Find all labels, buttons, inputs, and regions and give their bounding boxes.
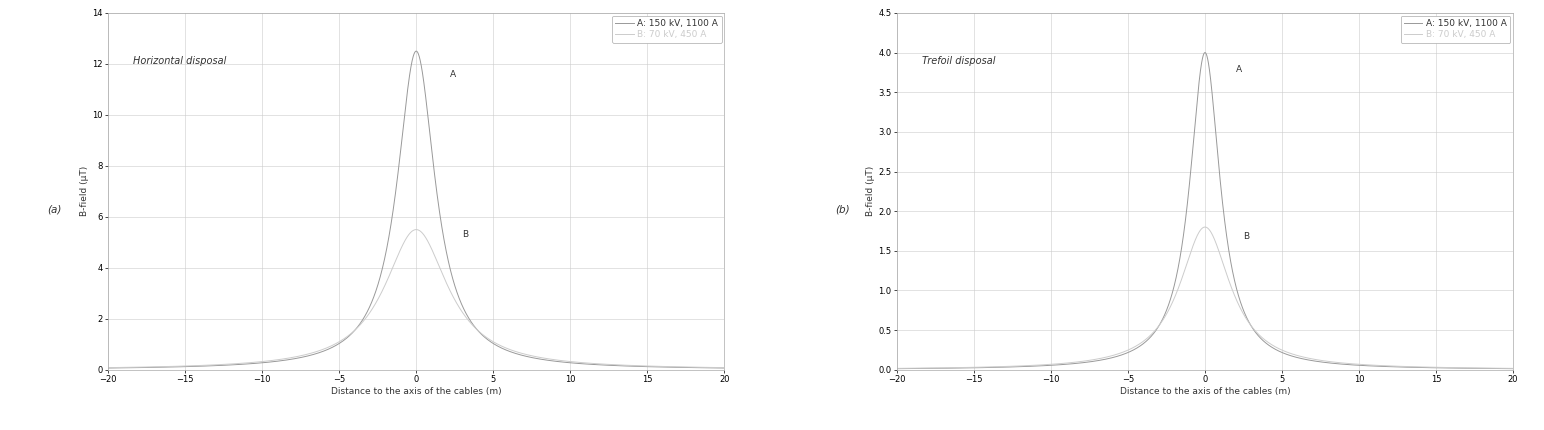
B: 70 kV, 450 A: (18.8, 0.0958): 70 kV, 450 A: (18.8, 0.0958) [696, 365, 715, 370]
Line: A: 150 kV, 1100 A: A: 150 kV, 1100 A [108, 51, 724, 368]
B: 70 kV, 450 A: (-0.995, 4.75): 70 kV, 450 A: (-0.995, 4.75) [392, 246, 411, 252]
X-axis label: Distance to the axis of the cables (m): Distance to the axis of the cables (m) [330, 387, 502, 396]
A: 150 kV, 1100 A: (-0.005, 4): 150 kV, 1100 A: (-0.005, 4) [1195, 50, 1214, 55]
A: 150 kV, 1100 A: (-2.88, 2.67): 150 kV, 1100 A: (-2.88, 2.67) [363, 299, 381, 304]
A: 150 kV, 1100 A: (-3.2, 0.494): 150 kV, 1100 A: (-3.2, 0.494) [1147, 328, 1166, 333]
Text: (a): (a) [46, 204, 62, 214]
Y-axis label: B-field (μT): B-field (μT) [80, 166, 90, 216]
Text: Horizontal disposal: Horizontal disposal [133, 56, 225, 66]
B: 70 kV, 450 A: (-2.88, 0.587): 70 kV, 450 A: (-2.88, 0.587) [1152, 321, 1170, 326]
Line: B: 70 kV, 450 A: B: 70 kV, 450 A [108, 230, 724, 368]
Text: A: A [1235, 65, 1241, 74]
A: 150 kV, 1100 A: (9.07, 0.333): 150 kV, 1100 A: (9.07, 0.333) [547, 359, 565, 364]
Text: A: A [451, 70, 455, 79]
B: 70 kV, 450 A: (-2.88, 2.37): 70 kV, 450 A: (-2.88, 2.37) [363, 307, 381, 312]
Text: B: B [462, 230, 468, 239]
B: 70 kV, 450 A: (16.8, 0.119): 70 kV, 450 A: (16.8, 0.119) [665, 364, 684, 369]
X-axis label: Distance to the axis of the cables (m): Distance to the axis of the cables (m) [1119, 387, 1291, 396]
A: 150 kV, 1100 A: (16.8, 0.099): 150 kV, 1100 A: (16.8, 0.099) [665, 365, 684, 370]
B: 70 kV, 450 A: (-20, 0.0846): 70 kV, 450 A: (-20, 0.0846) [99, 365, 117, 370]
Y-axis label: B-field (μT): B-field (μT) [866, 166, 875, 216]
B: 70 kV, 450 A: (20, 0.0178): 70 kV, 450 A: (20, 0.0178) [1504, 366, 1522, 371]
B: 70 kV, 450 A: (-3.2, 0.507): 70 kV, 450 A: (-3.2, 0.507) [1147, 327, 1166, 332]
B: 70 kV, 450 A: (9.07, 0.389): 70 kV, 450 A: (9.07, 0.389) [547, 357, 565, 362]
Text: Trefoil disposal: Trefoil disposal [922, 56, 994, 66]
A: 150 kV, 1100 A: (-20, 0.0699): 150 kV, 1100 A: (-20, 0.0699) [99, 366, 117, 371]
A: 150 kV, 1100 A: (-0.995, 8.68): 150 kV, 1100 A: (-0.995, 8.68) [392, 146, 411, 151]
B: 70 kV, 450 A: (-3.2, 2.09): 70 kV, 450 A: (-3.2, 2.09) [358, 314, 377, 319]
Line: A: 150 kV, 1100 A: A: 150 kV, 1100 A [897, 52, 1513, 369]
B: 70 kV, 450 A: (-0.005, 1.8): 70 kV, 450 A: (-0.005, 1.8) [1195, 224, 1214, 230]
A: 150 kV, 1100 A: (-3.2, 2.26): 150 kV, 1100 A: (-3.2, 2.26) [358, 310, 377, 315]
A: 150 kV, 1100 A: (18.8, 0.0792): 150 kV, 1100 A: (18.8, 0.0792) [696, 365, 715, 370]
B: 70 kV, 450 A: (16.8, 0.0252): 70 kV, 450 A: (16.8, 0.0252) [1454, 365, 1473, 370]
Text: B: B [1243, 232, 1249, 241]
B: 70 kV, 450 A: (-0.005, 5.5): 70 kV, 450 A: (-0.005, 5.5) [408, 227, 426, 232]
A: 150 kV, 1100 A: (20, 0.0143): 150 kV, 1100 A: (20, 0.0143) [1504, 366, 1522, 371]
A: 150 kV, 1100 A: (-2.88, 0.593): 150 kV, 1100 A: (-2.88, 0.593) [1152, 320, 1170, 326]
B: 70 kV, 450 A: (-0.995, 1.44): 70 kV, 450 A: (-0.995, 1.44) [1181, 253, 1200, 258]
A: 150 kV, 1100 A: (18.8, 0.0163): 150 kV, 1100 A: (18.8, 0.0163) [1485, 366, 1504, 371]
A: 150 kV, 1100 A: (-20, 0.0143): 150 kV, 1100 A: (-20, 0.0143) [888, 366, 906, 371]
B: 70 kV, 450 A: (18.8, 0.0202): 70 kV, 450 A: (18.8, 0.0202) [1485, 366, 1504, 371]
A: 150 kV, 1100 A: (-0.005, 12.5): 150 kV, 1100 A: (-0.005, 12.5) [408, 49, 426, 54]
Text: (b): (b) [835, 204, 851, 214]
A: 150 kV, 1100 A: (20, 0.0699): 150 kV, 1100 A: (20, 0.0699) [715, 366, 733, 371]
Line: B: 70 kV, 450 A: B: 70 kV, 450 A [897, 227, 1513, 369]
B: 70 kV, 450 A: (9.07, 0.0835): 70 kV, 450 A: (9.07, 0.0835) [1336, 361, 1354, 366]
B: 70 kV, 450 A: (-20, 0.0178): 70 kV, 450 A: (-20, 0.0178) [888, 366, 906, 371]
A: 150 kV, 1100 A: (9.07, 0.0689): 150 kV, 1100 A: (9.07, 0.0689) [1336, 362, 1354, 367]
A: 150 kV, 1100 A: (16.8, 0.0203): 150 kV, 1100 A: (16.8, 0.0203) [1454, 366, 1473, 371]
Legend: A: 150 kV, 1100 A, B: 70 kV, 450 A: A: 150 kV, 1100 A, B: 70 kV, 450 A [1400, 15, 1510, 43]
Legend: A: 150 kV, 1100 A, B: 70 kV, 450 A: A: 150 kV, 1100 A, B: 70 kV, 450 A [611, 15, 721, 43]
A: 150 kV, 1100 A: (-0.995, 2.37): 150 kV, 1100 A: (-0.995, 2.37) [1181, 179, 1200, 184]
B: 70 kV, 450 A: (20, 0.0846): 70 kV, 450 A: (20, 0.0846) [715, 365, 733, 370]
